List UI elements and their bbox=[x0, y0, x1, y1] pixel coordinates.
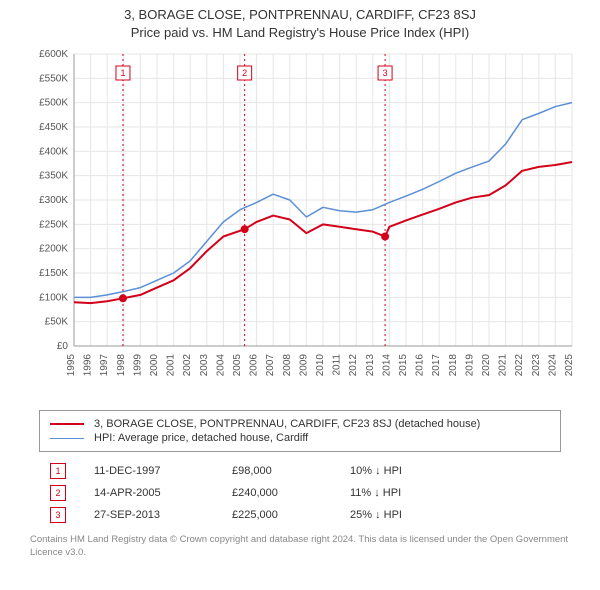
chart-title-address: 3, BORAGE CLOSE, PONTPRENNAU, CARDIFF, C… bbox=[124, 6, 476, 24]
x-tick-label: 2000 bbox=[149, 354, 160, 377]
event-delta: 11% ↓ HPI bbox=[350, 487, 401, 499]
event-dot bbox=[241, 226, 249, 234]
legend-row: HPI: Average price, detached house, Card… bbox=[50, 431, 550, 445]
x-tick-label: 2023 bbox=[531, 354, 542, 377]
legend-box: 3, BORAGE CLOSE, PONTPRENNAU, CARDIFF, C… bbox=[39, 410, 561, 452]
x-tick-label: 2017 bbox=[431, 354, 442, 377]
y-tick-label: £300K bbox=[39, 195, 68, 206]
x-tick-label: 2005 bbox=[232, 354, 243, 377]
y-tick-label: £450K bbox=[39, 122, 68, 133]
x-tick-label: 2018 bbox=[448, 354, 459, 377]
x-tick-label: 2011 bbox=[332, 354, 343, 376]
x-tick-label: 2020 bbox=[481, 354, 492, 377]
x-tick-label: 2006 bbox=[249, 354, 260, 377]
legend-label: 3, BORAGE CLOSE, PONTPRENNAU, CARDIFF, C… bbox=[94, 418, 480, 430]
y-tick-label: £50K bbox=[45, 317, 69, 328]
event-row: 2 14-APR-2005 £240,000 11% ↓ HPI bbox=[50, 482, 550, 504]
event-badge: 3 bbox=[50, 507, 66, 523]
x-tick-label: 2004 bbox=[215, 354, 226, 377]
event-dot bbox=[381, 233, 389, 241]
y-tick-label: £0 bbox=[57, 341, 69, 352]
x-tick-label: 2007 bbox=[265, 354, 276, 377]
event-price: £225,000 bbox=[232, 509, 322, 521]
page-root: 3, BORAGE CLOSE, PONTPRENNAU, CARDIFF, C… bbox=[0, 0, 600, 590]
events-table: 1 11-DEC-1997 £98,000 10% ↓ HPI 2 14-APR-2005… bbox=[50, 460, 550, 526]
x-tick-label: 1996 bbox=[83, 354, 94, 377]
legend-row: 3, BORAGE CLOSE, PONTPRENNAU, CARDIFF, C… bbox=[50, 417, 550, 431]
x-tick-label: 2003 bbox=[199, 354, 210, 377]
y-tick-label: £200K bbox=[39, 244, 68, 255]
event-date: 11-DEC-1997 bbox=[94, 465, 204, 477]
event-price: £240,000 bbox=[232, 487, 322, 499]
chart-title-subtitle: Price paid vs. HM Land Registry's House … bbox=[124, 24, 476, 42]
event-row: 3 27-SEP-2013 £225,000 25% ↓ HPI bbox=[50, 504, 550, 526]
legend-swatch bbox=[50, 438, 84, 440]
price-chart: £0 £50K £100K £150K £200K £250K £300K £350K £400… bbox=[20, 46, 580, 400]
x-tick-label: 2025 bbox=[564, 354, 575, 377]
footnote-text: Contains HM Land Registry data © Crown c… bbox=[30, 534, 570, 559]
x-tick-label: 2021 bbox=[498, 354, 509, 377]
event-delta: 25% ↓ HPI bbox=[350, 509, 402, 521]
x-tick-label: 2015 bbox=[398, 354, 409, 377]
y-tick-label: £550K bbox=[39, 74, 68, 85]
y-tick-label: £250K bbox=[39, 220, 68, 231]
event-row: 1 11-DEC-1997 £98,000 10% ↓ HPI bbox=[50, 460, 550, 482]
x-tick-label: 2002 bbox=[182, 354, 193, 377]
x-tick-label: 2016 bbox=[415, 354, 426, 377]
x-tick-label: 2013 bbox=[365, 354, 376, 377]
y-tick-label: £100K bbox=[39, 293, 68, 304]
event-price: £98,000 bbox=[232, 465, 322, 477]
event-dot bbox=[119, 295, 127, 303]
y-tick-label: £500K bbox=[39, 98, 68, 109]
legend-label: HPI: Average price, detached house, Card… bbox=[94, 432, 308, 444]
event-badge: 1 bbox=[50, 463, 66, 479]
chart-area: £0 £50K £100K £150K £200K £250K £300K £350K £400… bbox=[20, 46, 580, 400]
y-tick-label: £600K bbox=[39, 49, 68, 60]
event-badge: 2 bbox=[50, 485, 66, 501]
x-tick-label: 1997 bbox=[99, 354, 110, 377]
x-tick-label: 2010 bbox=[315, 354, 326, 377]
legend-swatch bbox=[50, 423, 84, 425]
event-delta: 10% ↓ HPI bbox=[350, 465, 402, 477]
event-badge-number: 1 bbox=[120, 68, 125, 78]
x-tick-label: 1999 bbox=[132, 354, 143, 377]
x-tick-label: 2014 bbox=[381, 354, 392, 377]
x-tick-label: 1998 bbox=[116, 354, 127, 377]
y-tick-label: £150K bbox=[39, 268, 68, 279]
x-tick-label: 2001 bbox=[166, 354, 177, 377]
x-tick-label: 2009 bbox=[298, 354, 309, 377]
x-tick-label: 2008 bbox=[282, 354, 293, 377]
y-tick-label: £400K bbox=[39, 147, 68, 158]
x-tick-label: 1995 bbox=[66, 354, 77, 377]
event-badge-number: 3 bbox=[383, 68, 388, 78]
x-tick-label: 2019 bbox=[464, 354, 475, 377]
x-tick-label: 2024 bbox=[547, 354, 558, 377]
x-tick-label: 2022 bbox=[514, 354, 525, 377]
y-tick-label: £350K bbox=[39, 171, 68, 182]
event-date: 27-SEP-2013 bbox=[94, 509, 204, 521]
chart-title-block: 3, BORAGE CLOSE, PONTPRENNAU, CARDIFF, C… bbox=[124, 0, 476, 44]
event-date: 14-APR-2005 bbox=[94, 487, 204, 499]
x-tick-label: 2012 bbox=[348, 354, 359, 377]
event-badge-number: 2 bbox=[242, 68, 247, 78]
